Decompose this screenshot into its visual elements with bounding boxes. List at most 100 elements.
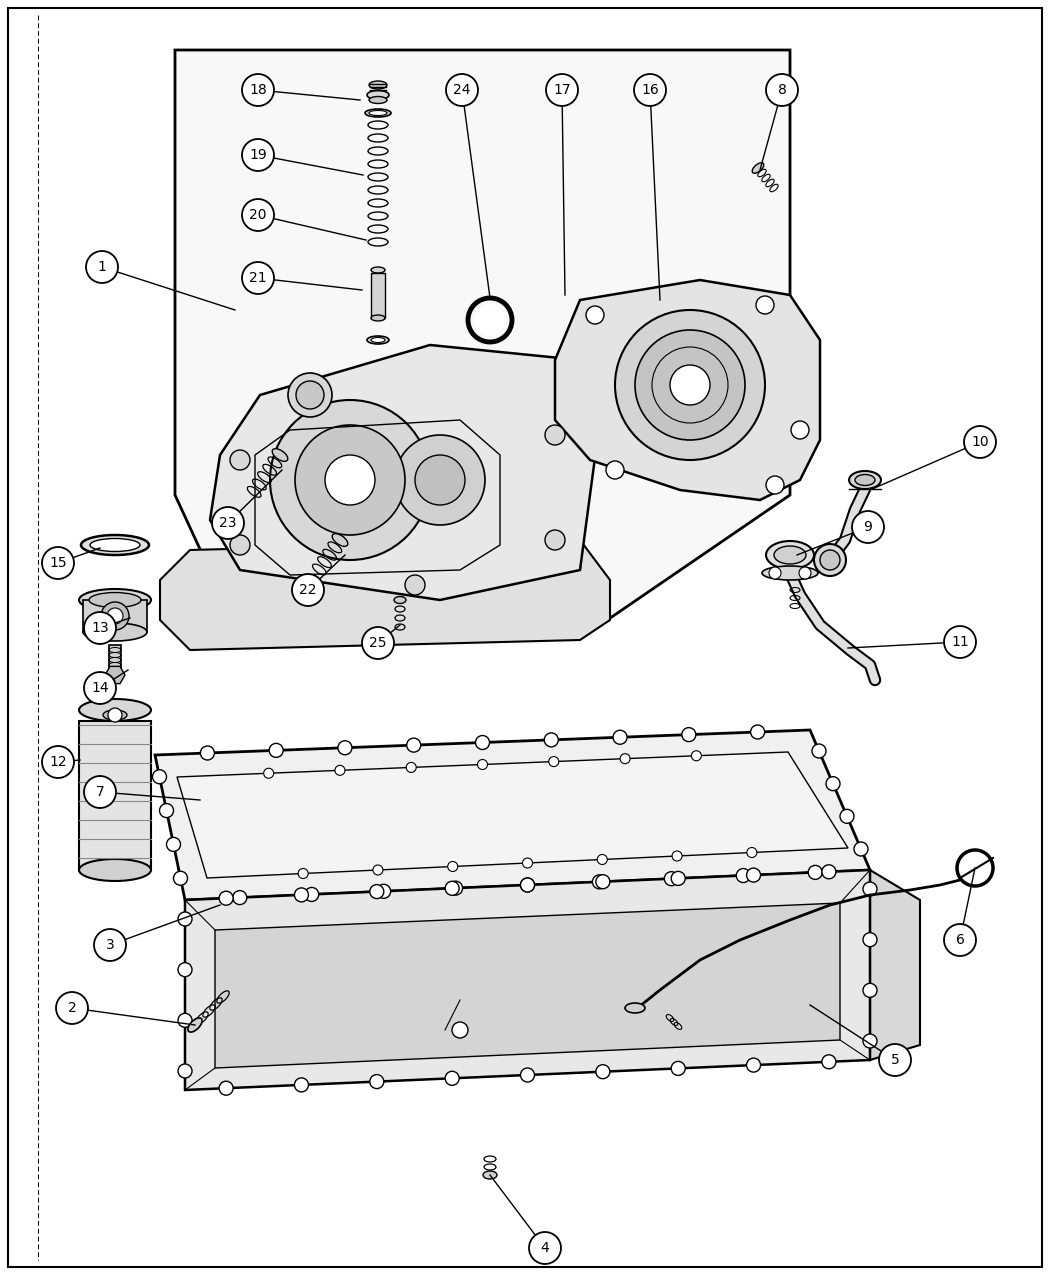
Text: 12: 12 xyxy=(49,755,67,769)
Ellipse shape xyxy=(365,108,391,117)
Circle shape xyxy=(595,1065,610,1079)
Text: 6: 6 xyxy=(956,933,965,947)
Circle shape xyxy=(178,1014,192,1028)
Circle shape xyxy=(635,330,746,440)
Circle shape xyxy=(586,306,604,324)
Polygon shape xyxy=(870,870,920,1060)
Text: 5: 5 xyxy=(890,1053,900,1067)
Circle shape xyxy=(160,803,173,817)
Circle shape xyxy=(863,933,877,946)
Circle shape xyxy=(152,770,167,784)
Circle shape xyxy=(879,1044,911,1076)
Ellipse shape xyxy=(332,534,348,547)
Circle shape xyxy=(681,728,696,742)
Circle shape xyxy=(212,507,244,539)
Circle shape xyxy=(242,199,274,231)
Circle shape xyxy=(671,1061,686,1075)
Text: 18: 18 xyxy=(249,83,267,97)
Circle shape xyxy=(270,400,430,560)
Circle shape xyxy=(288,374,332,417)
Circle shape xyxy=(671,871,686,885)
Circle shape xyxy=(597,854,607,864)
Ellipse shape xyxy=(90,538,140,552)
Circle shape xyxy=(747,868,760,882)
Circle shape xyxy=(747,1058,760,1072)
Ellipse shape xyxy=(394,597,406,603)
Circle shape xyxy=(672,850,682,861)
Circle shape xyxy=(108,708,122,722)
Ellipse shape xyxy=(625,1003,645,1014)
Circle shape xyxy=(863,882,877,896)
Ellipse shape xyxy=(762,566,818,580)
Circle shape xyxy=(242,139,274,171)
Ellipse shape xyxy=(371,266,385,273)
Circle shape xyxy=(294,1077,309,1091)
Text: 4: 4 xyxy=(541,1241,549,1255)
Circle shape xyxy=(854,842,868,856)
Circle shape xyxy=(769,567,781,579)
Circle shape xyxy=(242,261,274,295)
Circle shape xyxy=(595,875,610,889)
Circle shape xyxy=(634,74,666,106)
Circle shape xyxy=(822,1054,836,1068)
Circle shape xyxy=(944,626,977,658)
Circle shape xyxy=(791,421,808,439)
Circle shape xyxy=(178,963,192,977)
Circle shape xyxy=(295,425,405,536)
Circle shape xyxy=(445,881,459,895)
Circle shape xyxy=(56,992,88,1024)
Text: 21: 21 xyxy=(249,272,267,286)
Circle shape xyxy=(863,983,877,997)
Circle shape xyxy=(219,891,233,905)
Bar xyxy=(83,601,147,632)
Circle shape xyxy=(756,296,774,314)
Circle shape xyxy=(665,872,678,886)
Circle shape xyxy=(820,550,840,570)
Ellipse shape xyxy=(369,82,387,89)
Ellipse shape xyxy=(103,710,127,720)
Text: 20: 20 xyxy=(249,208,267,222)
Text: 8: 8 xyxy=(778,83,786,97)
Circle shape xyxy=(304,887,319,901)
Polygon shape xyxy=(210,346,600,601)
Circle shape xyxy=(808,866,822,880)
Circle shape xyxy=(42,547,74,579)
Circle shape xyxy=(476,736,489,750)
Circle shape xyxy=(826,776,840,790)
Circle shape xyxy=(448,881,463,895)
Ellipse shape xyxy=(752,163,763,173)
Text: 14: 14 xyxy=(91,681,109,695)
Ellipse shape xyxy=(89,593,141,607)
Circle shape xyxy=(298,868,308,878)
Ellipse shape xyxy=(766,541,814,569)
Circle shape xyxy=(269,743,284,757)
Circle shape xyxy=(812,745,826,759)
Circle shape xyxy=(219,1081,233,1095)
Circle shape xyxy=(101,602,129,630)
Circle shape xyxy=(84,776,116,808)
Text: 22: 22 xyxy=(299,583,317,597)
Circle shape xyxy=(852,511,884,543)
Text: 25: 25 xyxy=(370,636,386,650)
Text: 23: 23 xyxy=(219,516,236,530)
Circle shape xyxy=(167,838,181,852)
Ellipse shape xyxy=(188,1017,202,1033)
Ellipse shape xyxy=(79,699,151,720)
Circle shape xyxy=(766,74,798,106)
Text: 17: 17 xyxy=(553,83,571,97)
Polygon shape xyxy=(185,870,870,1090)
Polygon shape xyxy=(105,667,125,683)
Circle shape xyxy=(452,1023,468,1038)
Ellipse shape xyxy=(369,97,387,103)
Circle shape xyxy=(173,871,188,885)
Circle shape xyxy=(370,1075,384,1089)
Circle shape xyxy=(747,848,757,858)
Circle shape xyxy=(521,878,534,892)
Circle shape xyxy=(621,754,630,764)
Circle shape xyxy=(178,1065,192,1077)
Circle shape xyxy=(736,868,751,882)
Circle shape xyxy=(606,462,624,479)
Circle shape xyxy=(822,864,836,878)
Circle shape xyxy=(529,1232,561,1264)
Circle shape xyxy=(766,476,784,493)
